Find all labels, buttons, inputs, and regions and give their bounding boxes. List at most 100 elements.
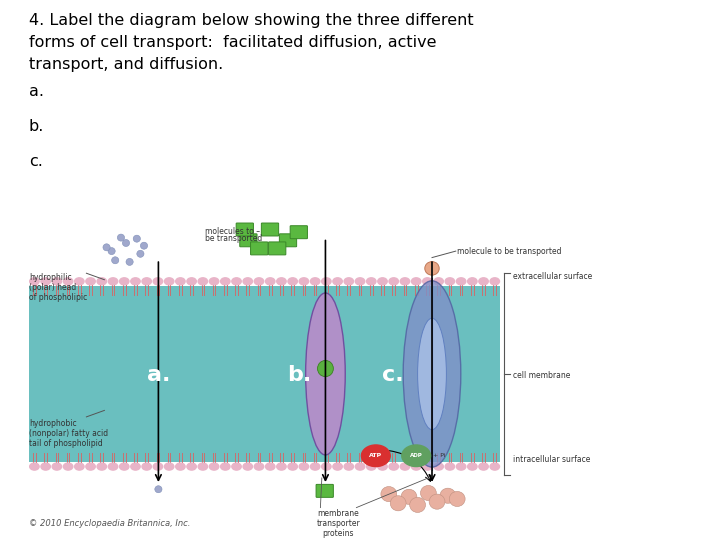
- Circle shape: [479, 463, 488, 470]
- Circle shape: [356, 278, 365, 285]
- Circle shape: [389, 278, 398, 285]
- Ellipse shape: [390, 496, 406, 511]
- Ellipse shape: [155, 486, 162, 492]
- Circle shape: [467, 278, 477, 285]
- Text: ATP: ATP: [369, 453, 382, 458]
- Circle shape: [220, 463, 230, 470]
- Circle shape: [220, 278, 230, 285]
- Circle shape: [243, 463, 253, 470]
- Ellipse shape: [126, 258, 133, 265]
- Text: c.: c.: [382, 365, 403, 386]
- Text: cell membrane: cell membrane: [513, 371, 570, 380]
- Text: © 2010 Encyclopaedia Britannica, Inc.: © 2010 Encyclopaedia Britannica, Inc.: [29, 519, 190, 528]
- Text: a.: a.: [29, 84, 44, 99]
- Circle shape: [344, 278, 354, 285]
- Circle shape: [142, 278, 151, 285]
- Ellipse shape: [318, 361, 333, 377]
- Circle shape: [41, 278, 50, 285]
- Circle shape: [187, 278, 197, 285]
- Text: hydrophilic
(polar) head
of phospholipic: hydrophilic (polar) head of phospholipic: [29, 273, 87, 302]
- Ellipse shape: [122, 240, 130, 246]
- Circle shape: [108, 278, 118, 285]
- Ellipse shape: [108, 247, 115, 254]
- Ellipse shape: [410, 497, 426, 512]
- Circle shape: [254, 463, 264, 470]
- Circle shape: [198, 278, 207, 285]
- Circle shape: [86, 463, 95, 470]
- Circle shape: [131, 278, 140, 285]
- Circle shape: [366, 278, 376, 285]
- Circle shape: [402, 445, 431, 467]
- Circle shape: [63, 463, 73, 470]
- FancyBboxPatch shape: [236, 223, 253, 236]
- Circle shape: [176, 278, 185, 285]
- Ellipse shape: [117, 234, 125, 241]
- Text: b.: b.: [287, 365, 311, 386]
- Circle shape: [434, 463, 444, 470]
- Circle shape: [86, 278, 95, 285]
- Circle shape: [423, 463, 432, 470]
- FancyBboxPatch shape: [279, 234, 297, 247]
- Circle shape: [344, 463, 354, 470]
- Circle shape: [153, 278, 163, 285]
- Circle shape: [198, 463, 207, 470]
- Circle shape: [266, 278, 275, 285]
- Circle shape: [52, 278, 62, 285]
- Circle shape: [142, 463, 151, 470]
- FancyBboxPatch shape: [251, 242, 268, 255]
- Circle shape: [176, 463, 185, 470]
- Circle shape: [445, 278, 454, 285]
- Bar: [29, 286, 500, 462]
- Circle shape: [266, 463, 275, 470]
- Ellipse shape: [403, 281, 461, 467]
- Circle shape: [120, 278, 129, 285]
- Circle shape: [63, 278, 73, 285]
- Text: hydrophobic
(nonpolar) fatty acid
tail of phospholipid: hydrophobic (nonpolar) fatty acid tail o…: [29, 418, 108, 448]
- Circle shape: [456, 463, 466, 470]
- Circle shape: [164, 463, 174, 470]
- FancyBboxPatch shape: [316, 484, 333, 497]
- Ellipse shape: [103, 244, 110, 251]
- Circle shape: [456, 278, 466, 285]
- Circle shape: [75, 278, 84, 285]
- Ellipse shape: [418, 318, 446, 430]
- Circle shape: [164, 278, 174, 285]
- Ellipse shape: [133, 235, 140, 242]
- Ellipse shape: [140, 242, 148, 249]
- Circle shape: [378, 463, 387, 470]
- Circle shape: [276, 278, 286, 285]
- Circle shape: [333, 278, 342, 285]
- Text: b.: b.: [29, 119, 44, 134]
- Text: molecules to –: molecules to –: [205, 227, 261, 235]
- Circle shape: [423, 278, 432, 285]
- Circle shape: [276, 463, 286, 470]
- Circle shape: [400, 278, 410, 285]
- Circle shape: [400, 463, 410, 470]
- Ellipse shape: [112, 256, 119, 264]
- Circle shape: [322, 463, 331, 470]
- Circle shape: [411, 463, 421, 470]
- Text: forms of cell transport:  facilitated diffusion, active: forms of cell transport: facilitated dif…: [29, 35, 436, 50]
- Text: a.: a.: [147, 365, 170, 386]
- Circle shape: [41, 463, 50, 470]
- Circle shape: [333, 463, 342, 470]
- Text: + Pi: + Pi: [433, 453, 445, 458]
- Text: c.: c.: [29, 154, 42, 169]
- Circle shape: [131, 463, 140, 470]
- Circle shape: [288, 278, 297, 285]
- Circle shape: [361, 445, 390, 467]
- Circle shape: [232, 463, 241, 470]
- Text: ADP: ADP: [410, 453, 423, 458]
- Circle shape: [356, 463, 365, 470]
- FancyBboxPatch shape: [269, 242, 286, 255]
- Text: molecule to be transported: molecule to be transported: [457, 247, 562, 255]
- Ellipse shape: [425, 261, 439, 275]
- FancyBboxPatch shape: [290, 226, 307, 239]
- Circle shape: [243, 278, 253, 285]
- Text: membrane
transporter
proteins: membrane transporter proteins: [317, 509, 360, 538]
- Ellipse shape: [429, 494, 445, 509]
- Ellipse shape: [420, 485, 436, 501]
- Ellipse shape: [137, 251, 144, 258]
- Circle shape: [120, 463, 129, 470]
- Circle shape: [445, 463, 454, 470]
